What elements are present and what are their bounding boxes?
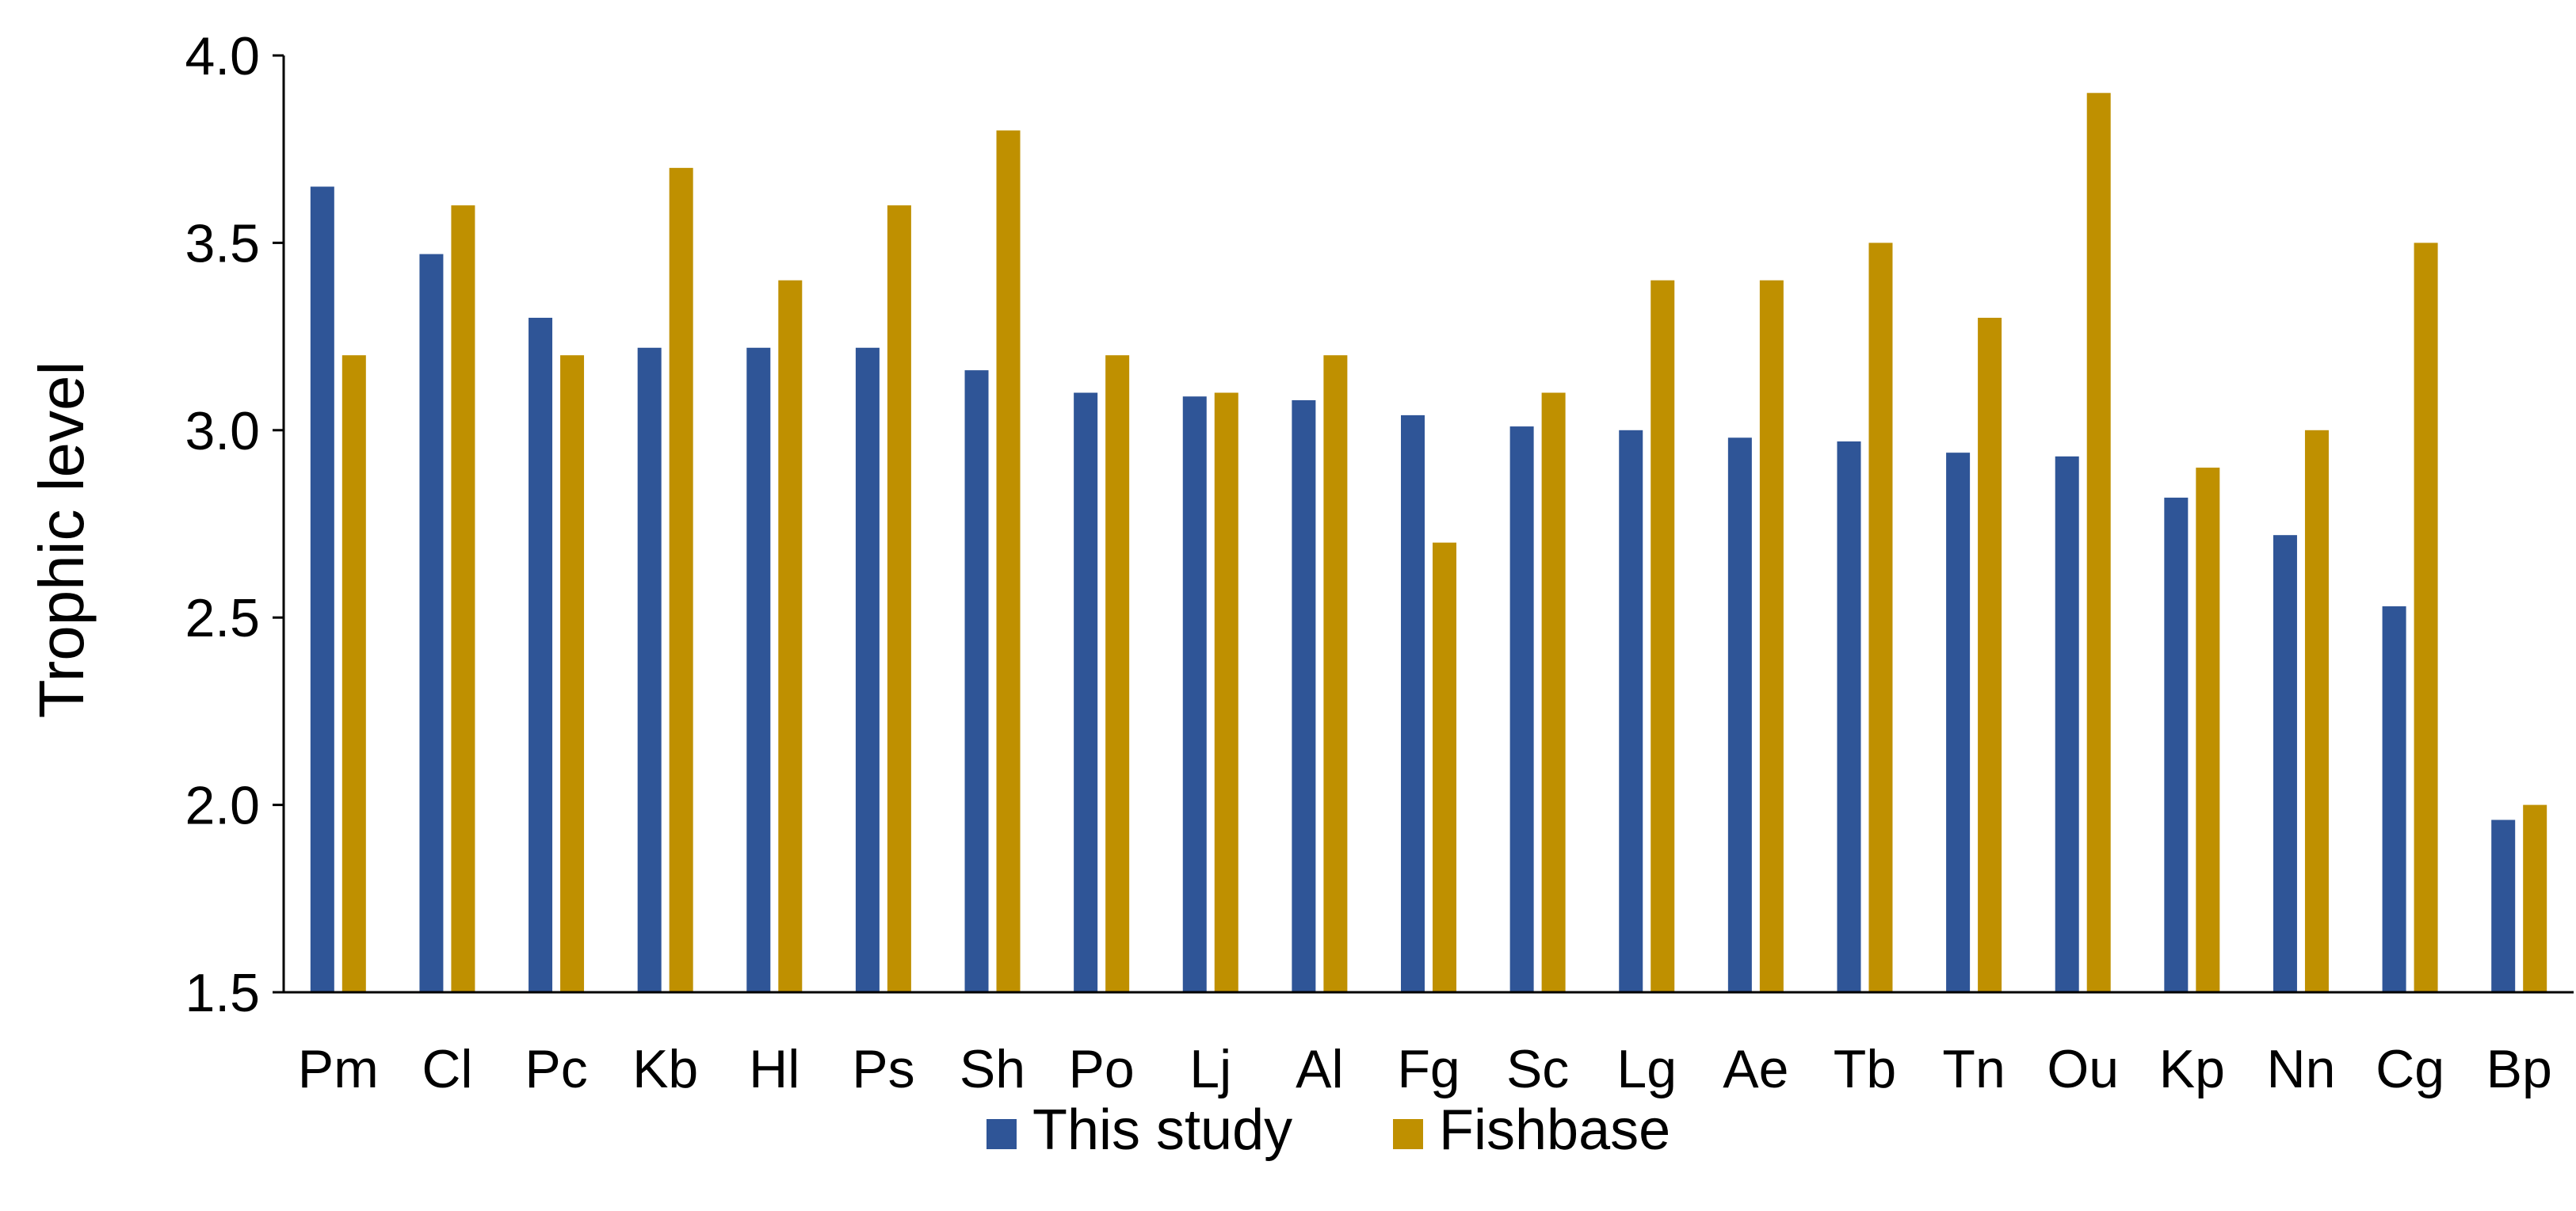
x-tick-label-hl: Hl	[749, 1039, 800, 1099]
y-tick-label: 3.5	[185, 213, 260, 273]
bar-this-study-hl	[746, 347, 771, 992]
bar-fishbase-kp	[2196, 468, 2220, 992]
bar-this-study-lj	[1182, 396, 1207, 992]
y-tick-label: 2.0	[185, 776, 260, 836]
bar-fishbase-fg	[1433, 542, 1456, 992]
x-tick-label-cg: Cg	[2376, 1039, 2444, 1099]
bar-fishbase-lg	[1651, 280, 1675, 992]
legend-swatch	[1393, 1119, 1423, 1149]
legend-label: Fishbase	[1439, 1098, 1670, 1162]
x-tick-label-al: Al	[1296, 1039, 1343, 1099]
x-tick-label-tn: Tn	[1942, 1039, 2005, 1099]
bar-fishbase-po	[1105, 355, 1130, 992]
x-tick-label-cl: Cl	[422, 1039, 472, 1099]
x-tick-label-ou: Ou	[2047, 1039, 2119, 1099]
bar-fishbase-al	[1323, 355, 1348, 992]
x-tick-label-po: Po	[1069, 1039, 1135, 1099]
bar-fishbase-ou	[2086, 93, 2111, 992]
series-fishbase	[342, 93, 2547, 993]
bar-this-study-cg	[2382, 606, 2406, 992]
legend-item-fishbase: Fishbase	[1393, 1098, 1670, 1162]
y-tick-label: 1.5	[185, 963, 260, 1023]
x-tick-label-ps: Ps	[852, 1039, 914, 1099]
bar-fishbase-cl	[451, 205, 475, 992]
bar-this-study-ae	[1727, 437, 1752, 992]
y-tick-label: 3.0	[185, 401, 260, 461]
bar-fishbase-cg	[2414, 243, 2438, 992]
bar-this-study-kb	[637, 347, 662, 992]
y-tick-label: 4.0	[185, 26, 260, 86]
bar-this-study-tb	[1837, 441, 1861, 992]
bar-fishbase-bp	[2523, 804, 2547, 992]
bar-fishbase-sh	[996, 130, 1021, 992]
x-tick-label-tb: Tb	[1834, 1039, 1896, 1099]
bar-this-study-kp	[2164, 497, 2189, 992]
y-axis-title: Trophic level	[26, 361, 97, 719]
x-tick-label-pm: Pm	[298, 1039, 379, 1099]
bar-fishbase-kb	[669, 167, 693, 993]
x-tick-label-nn: Nn	[2266, 1039, 2335, 1099]
axes-layer	[273, 54, 2574, 994]
bar-this-study-fg	[1401, 414, 1425, 992]
x-tick-label-fg: Fg	[1397, 1039, 1460, 1099]
legend: This study Fishbase	[987, 1098, 1670, 1162]
bar-fishbase-lj	[1214, 392, 1238, 992]
bar-this-study-cl	[419, 254, 444, 993]
bar-this-study-pc	[529, 317, 553, 993]
legend-label: This study	[1032, 1098, 1292, 1162]
bar-this-study-sc	[1509, 426, 1534, 992]
x-tick-label-sc: Sc	[1506, 1039, 1569, 1099]
bar-fishbase-tb	[1868, 243, 1893, 992]
bar-this-study-pm	[310, 186, 334, 993]
bar-fishbase-pc	[560, 355, 585, 992]
y-tick-label: 2.5	[185, 588, 260, 648]
bar-fishbase-nn	[2304, 430, 2329, 992]
x-tick-label-ae: Ae	[1723, 1039, 1788, 1099]
x-tick-label-lg: Lg	[1616, 1039, 1677, 1099]
x-tick-label-kb: Kb	[632, 1039, 698, 1099]
labels-layer: 1.5 2.0 2.5 3.0 3.5 4.0 Pm Cl Pc Kb Hl Ps Sh Po Lj Al Fg…	[26, 26, 2552, 1099]
bar-this-study-ou	[2055, 456, 2079, 992]
bar-fishbase-ps	[887, 205, 911, 992]
bar-this-study-bp	[2491, 819, 2516, 992]
x-tick-label-sh: Sh	[960, 1039, 1025, 1099]
bar-this-study-nn	[2273, 535, 2297, 992]
bar-this-study-po	[1074, 392, 1098, 992]
bar-this-study-lg	[1619, 430, 1643, 992]
x-tick-label-bp: Bp	[2486, 1039, 2552, 1099]
series-this-study	[310, 186, 2516, 993]
x-tick-label-kp: Kp	[2159, 1039, 2225, 1099]
bar-this-study-al	[1292, 399, 1316, 992]
bar-this-study-ps	[855, 347, 880, 992]
x-tick-label-pc: Pc	[525, 1039, 587, 1099]
bar-this-study-tn	[1946, 453, 1971, 992]
legend-item-this-study: This study	[987, 1098, 1292, 1162]
bar-fishbase-tn	[1978, 317, 2002, 993]
bar-fishbase-pm	[342, 355, 366, 992]
legend-swatch	[987, 1119, 1017, 1149]
bar-fishbase-hl	[778, 280, 803, 992]
x-tick-label-lj: Lj	[1189, 1039, 1231, 1099]
bar-fishbase-sc	[1541, 392, 1566, 992]
bar-fishbase-ae	[1759, 280, 1784, 992]
bar-this-study-sh	[964, 370, 989, 993]
bars-layer	[310, 93, 2547, 993]
